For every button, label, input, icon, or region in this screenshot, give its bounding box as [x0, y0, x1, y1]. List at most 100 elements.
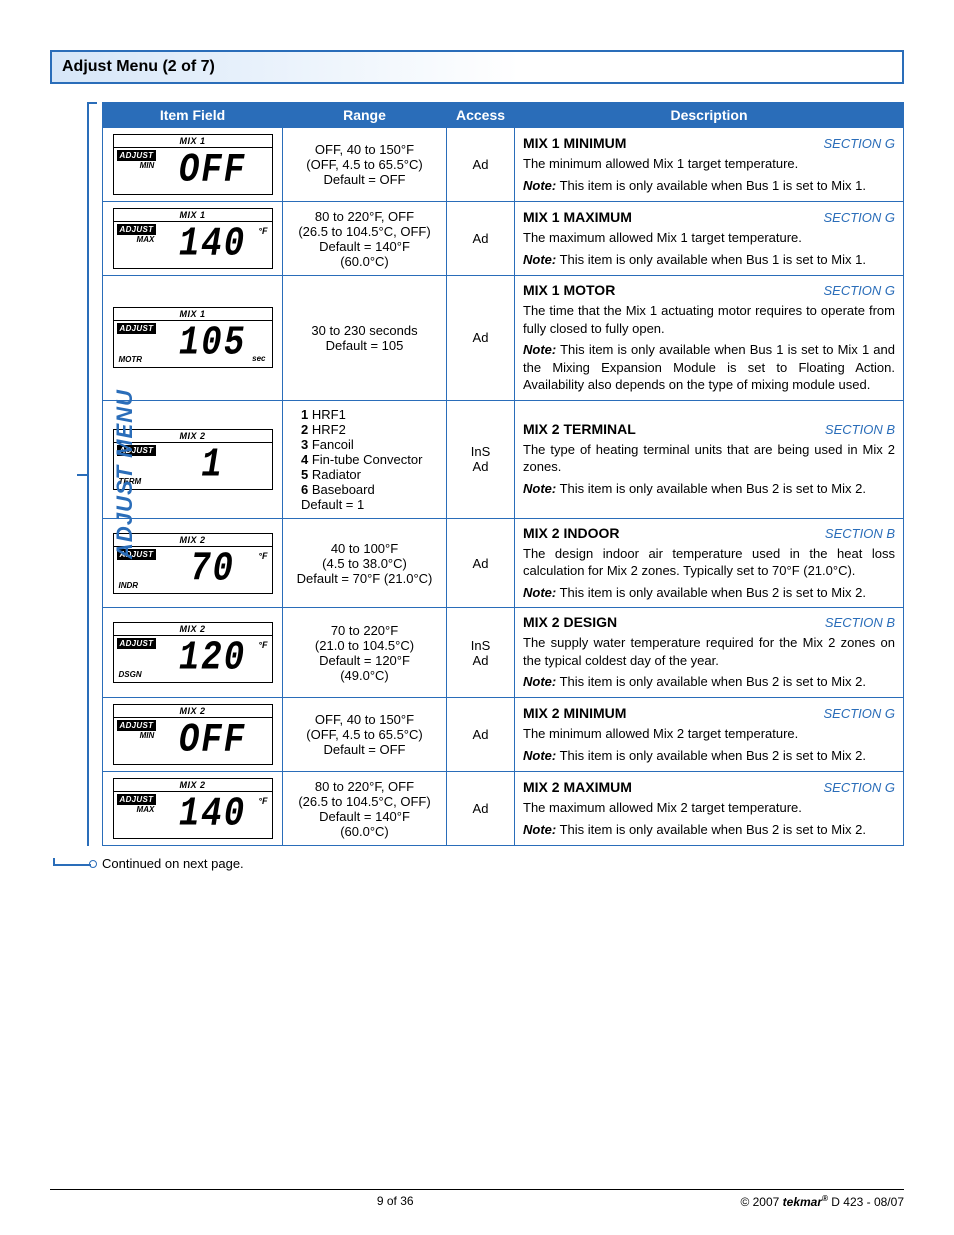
description-body: The maximum allowed Mix 1 target tempera…: [523, 229, 895, 247]
description-title: MIX 2 MINIMUM: [523, 705, 823, 721]
description-title: MIX 1 MAXIMUM: [523, 209, 823, 225]
range-cell: 80 to 220°F, OFF (26.5 to 104.5°C, OFF) …: [283, 202, 447, 276]
note-label: Note:: [523, 178, 556, 193]
table-row: MIX 2ADJUSTMINOFFOFF, 40 to 150°F (OFF, …: [103, 698, 904, 772]
description-section-ref: SECTION G: [823, 706, 895, 721]
description-header: MIX 2 MINIMUMSECTION G: [523, 705, 895, 721]
lcd-value-area: °F120: [154, 636, 272, 682]
lcd-channel-label: MIX 1: [114, 135, 272, 148]
table-row: MIX 2ADJUSTDSGN°F12070 to 220°F (21.0 to…: [103, 608, 904, 698]
description-title: MIX 2 MAXIMUM: [523, 779, 823, 795]
lcd-body: ADJUSTMOTR105sec: [114, 321, 272, 367]
brand-logo: tekmar®: [783, 1195, 828, 1209]
table-row: MIX 2ADJUSTTERM11 HRF12 HRF23 Fancoil4 F…: [103, 400, 904, 518]
continued-connector: [50, 858, 102, 870]
footer-right: © 2007 tekmar® D 423 - 08/07: [740, 1194, 904, 1209]
content-row: ADJUST MENU Item Field Range Access Desc…: [50, 102, 904, 846]
note-label: Note:: [523, 252, 556, 267]
table-header-row: Item Field Range Access Description: [103, 103, 904, 128]
adjust-menu-table: Item Field Range Access Description MIX …: [102, 102, 904, 846]
lcd-value: OFF: [179, 151, 246, 192]
access-cell: InS Ad: [447, 400, 515, 518]
range-option: 1 HRF1: [301, 407, 438, 422]
lcd-body: ADJUSTMAX°F140: [114, 792, 272, 838]
description-note: Note: This item is only available when B…: [523, 251, 895, 269]
lcd-value: 140: [179, 225, 246, 266]
description-section-ref: SECTION G: [823, 780, 895, 795]
lcd-display: MIX 1ADJUSTMOTR105sec: [113, 307, 273, 368]
range-option: 3 Fancoil: [301, 437, 438, 452]
item-field-cell: MIX 1ADJUSTMAX °F 140: [103, 202, 283, 276]
description-cell: MIX 2 INDOORSECTION B The design indoor a…: [515, 518, 904, 608]
range-cell: 1 HRF12 HRF23 Fancoil4 Fin-tube Convecto…: [283, 400, 447, 518]
note-label: Note:: [523, 674, 556, 689]
access-cell: Ad: [447, 518, 515, 608]
description-section-ref: SECTION G: [823, 210, 895, 225]
description-cell: MIX 2 DESIGNSECTION B The supply water te…: [515, 608, 904, 698]
range-cell: 30 to 230 seconds Default = 105: [283, 276, 447, 401]
access-cell: Ad: [447, 772, 515, 846]
lcd-body: ADJUSTDSGN°F120: [114, 636, 272, 682]
description-section-ref: SECTION B: [825, 615, 895, 630]
description-cell: MIX 1 MOTORSECTION GThe time that the Mi…: [515, 276, 904, 401]
description-section-ref: SECTION B: [825, 526, 895, 541]
range-cell: 70 to 220°F (21.0 to 104.5°C) Default = …: [283, 608, 447, 698]
item-field-cell: MIX 1ADJUSTMINOFF: [103, 128, 283, 202]
lcd-adjust-badge: ADJUST: [117, 720, 157, 731]
lcd-sub-unit: sec: [252, 354, 265, 363]
description-cell: MIX 1 MAXIMUMSECTION G The maximum allowe…: [515, 202, 904, 276]
description-cell: MIX 1 MINIMUMSECTION GThe minimum allowe…: [515, 128, 904, 202]
page-title: Adjust Menu (2 of 7): [50, 50, 904, 84]
description-title: MIX 1 MOTOR: [523, 282, 823, 298]
note-label: Note:: [523, 748, 556, 763]
description-body: The maximum allowed Mix 2 target tempera…: [523, 799, 895, 817]
lcd-adjust-badge: ADJUST: [117, 638, 157, 649]
description-header: MIX 2 DESIGNSECTION B: [523, 614, 895, 630]
item-field-cell: MIX 2ADJUSTMAX°F140: [103, 772, 283, 846]
description-note: Note: This item is only available when B…: [523, 480, 895, 498]
description-note: Note: This item is only available when B…: [523, 177, 895, 195]
description-note: Note: This item is only available when B…: [523, 584, 895, 602]
table-row: MIX 2ADJUSTMAX°F14080 to 220°F, OFF (26.…: [103, 772, 904, 846]
lcd-value: 1: [201, 445, 223, 486]
lcd-side: ADJUSTDSGN: [114, 636, 154, 682]
description-body: The type of heating terminal units that …: [523, 441, 895, 476]
note-label: Note:: [523, 342, 556, 357]
vertical-section-label: ADJUST MENU: [112, 389, 138, 559]
lcd-param-tag: MOTR: [117, 355, 143, 364]
lcd-display: MIX 2ADJUSTMAX°F140: [113, 778, 273, 839]
description-header: MIX 2 TERMINALSECTION B: [523, 421, 895, 437]
description-title: MIX 2 INDOOR: [523, 525, 825, 541]
item-field-cell: MIX 1ADJUSTMOTR105sec: [103, 276, 283, 401]
circle-icon: [89, 860, 97, 868]
table-wrap: Item Field Range Access Description MIX …: [102, 102, 904, 846]
lcd-channel-label: MIX 1: [114, 209, 272, 222]
description-section-ref: SECTION G: [823, 136, 895, 151]
lcd-unit: °F: [258, 226, 267, 236]
description-cell: MIX 2 MINIMUMSECTION GThe minimum allowe…: [515, 698, 904, 772]
lcd-display: MIX 2ADJUSTMINOFF: [113, 704, 273, 765]
access-cell: InS Ad: [447, 608, 515, 698]
description-cell: MIX 2 MAXIMUMSECTION G The maximum allowe…: [515, 772, 904, 846]
lcd-value-area: OFF: [154, 148, 272, 194]
note-label: Note:: [523, 481, 556, 496]
footer-docid: D 423 - 08/07: [828, 1195, 904, 1209]
description-header: MIX 1 MAXIMUMSECTION G: [523, 209, 895, 225]
col-header-range: Range: [283, 103, 447, 128]
lcd-side: ADJUSTMAX: [114, 222, 154, 268]
lcd-side: ADJUSTMAX: [114, 792, 154, 838]
lcd-channel-label: MIX 2: [114, 779, 272, 792]
range-cell: 40 to 100°F (4.5 to 38.0°C) Default = 70…: [283, 518, 447, 608]
description-body: The supply water temperature required fo…: [523, 634, 895, 669]
continued-text: Continued on next page.: [102, 856, 244, 871]
page-footer: 9 of 36 © 2007 tekmar® D 423 - 08/07: [50, 1189, 904, 1209]
range-option: 4 Fin-tube Convector: [301, 452, 438, 467]
description-body: The design indoor air temperature used i…: [523, 545, 895, 580]
page: Adjust Menu (2 of 7) ADJUST MENU Item Fi…: [0, 0, 954, 1235]
note-label: Note:: [523, 822, 556, 837]
lcd-adjust-badge: ADJUST: [117, 224, 157, 235]
range-cell: OFF, 40 to 150°F (OFF, 4.5 to 65.5°C) De…: [283, 128, 447, 202]
lcd-value: OFF: [179, 721, 246, 762]
table-row: MIX 1ADJUSTMAX °F 140 80 to 220°F, OFF (26.…: [103, 202, 904, 276]
description-title: MIX 1 MINIMUM: [523, 135, 823, 151]
